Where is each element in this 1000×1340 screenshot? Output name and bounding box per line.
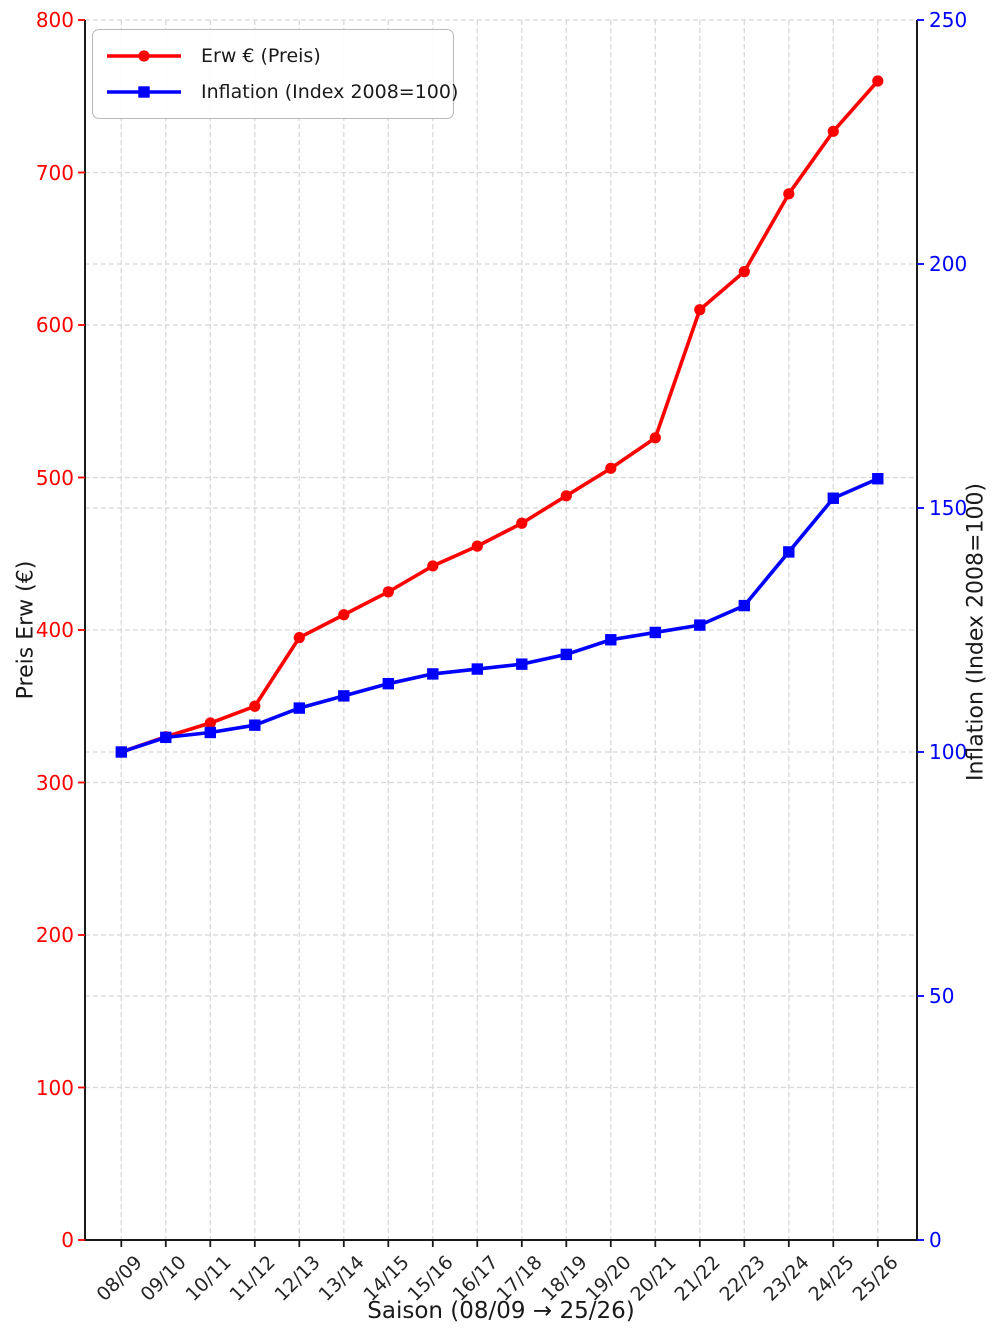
data-point-circle [560,490,572,502]
data-point-circle [827,125,839,137]
y-left-tick-label: 400 [35,618,74,642]
y-axis-title-right: Inflation (Index 2008=100) [963,482,989,782]
data-point-circle [427,560,439,572]
data-point-square [649,626,661,639]
data-point-circle [738,266,750,278]
legend-sample-marker [138,50,150,62]
data-point-square [694,619,706,631]
data-point-square [115,746,127,758]
data-point-square [872,473,884,485]
y-right-tick-label: 0 [929,1228,942,1252]
y-right-tick-label: 100 [929,740,968,764]
data-point-circle [382,586,394,598]
y-left-tick-label: 100 [35,1075,74,1100]
y-left-tick-label: 300 [35,770,74,795]
data-point-square [560,648,572,661]
legend: Erw € (Preis) Inflation (Index 2008=100) [92,29,458,119]
data-point-circle [516,517,528,529]
y-right-tick-label: 250 [929,8,968,32]
legend-entry-preis: Erw € (Preis) [105,38,443,74]
data-point-circle [471,540,483,552]
series-line-left [119,79,880,754]
blue-line-square-marker-icon [107,86,181,98]
legend-label-preis: Erw € (Preis) [201,45,321,67]
data-point-circle [605,462,617,474]
y-left-tick-label: 200 [35,923,74,947]
legend-entry-inflation: Inflation (Index 2008=100) [105,74,458,110]
data-point-square [382,677,394,690]
y-right-tick-label: 200 [929,252,968,276]
y-left-tick-label: 0 [61,1228,74,1252]
data-point-circle [204,717,216,729]
data-point-square [204,726,216,739]
red-line-circle-marker-icon [107,50,181,62]
y-left-tick-label: 800 [35,8,74,32]
y-left-tick-label: 700 [35,160,74,185]
data-point-square [827,492,839,504]
y-left-tick-label: 500 [35,465,74,490]
series-line-right [119,476,880,754]
legend-label-inflation: Inflation (Index 2008=100) [201,81,459,103]
data-point-square [516,658,528,670]
y-right-tick-label: 150 [929,496,968,520]
data-point-circle [293,632,305,644]
data-point-square [738,599,750,612]
data-point-circle [783,188,795,200]
y-left-tick-label: 600 [35,313,74,337]
data-point-square [605,634,617,646]
data-point-square [783,546,795,558]
data-point-square [160,731,172,744]
data-point-square [249,719,261,731]
x-axis-title: Saison (08/09 → 25/26) [367,1298,635,1324]
data-point-square [338,690,350,702]
data-point-square [471,663,483,675]
data-point-circle [872,75,884,87]
y-right-tick-label: 50 [929,984,955,1008]
data-point-circle [249,700,261,712]
data-point-square [427,668,439,680]
y-axis-title-left: Preis Erw (€) [13,560,39,700]
data-point-circle [338,609,350,621]
data-point-circle [694,304,706,316]
data-point-circle [649,432,661,444]
legend-sample-marker [138,86,150,98]
data-point-square [293,702,305,714]
